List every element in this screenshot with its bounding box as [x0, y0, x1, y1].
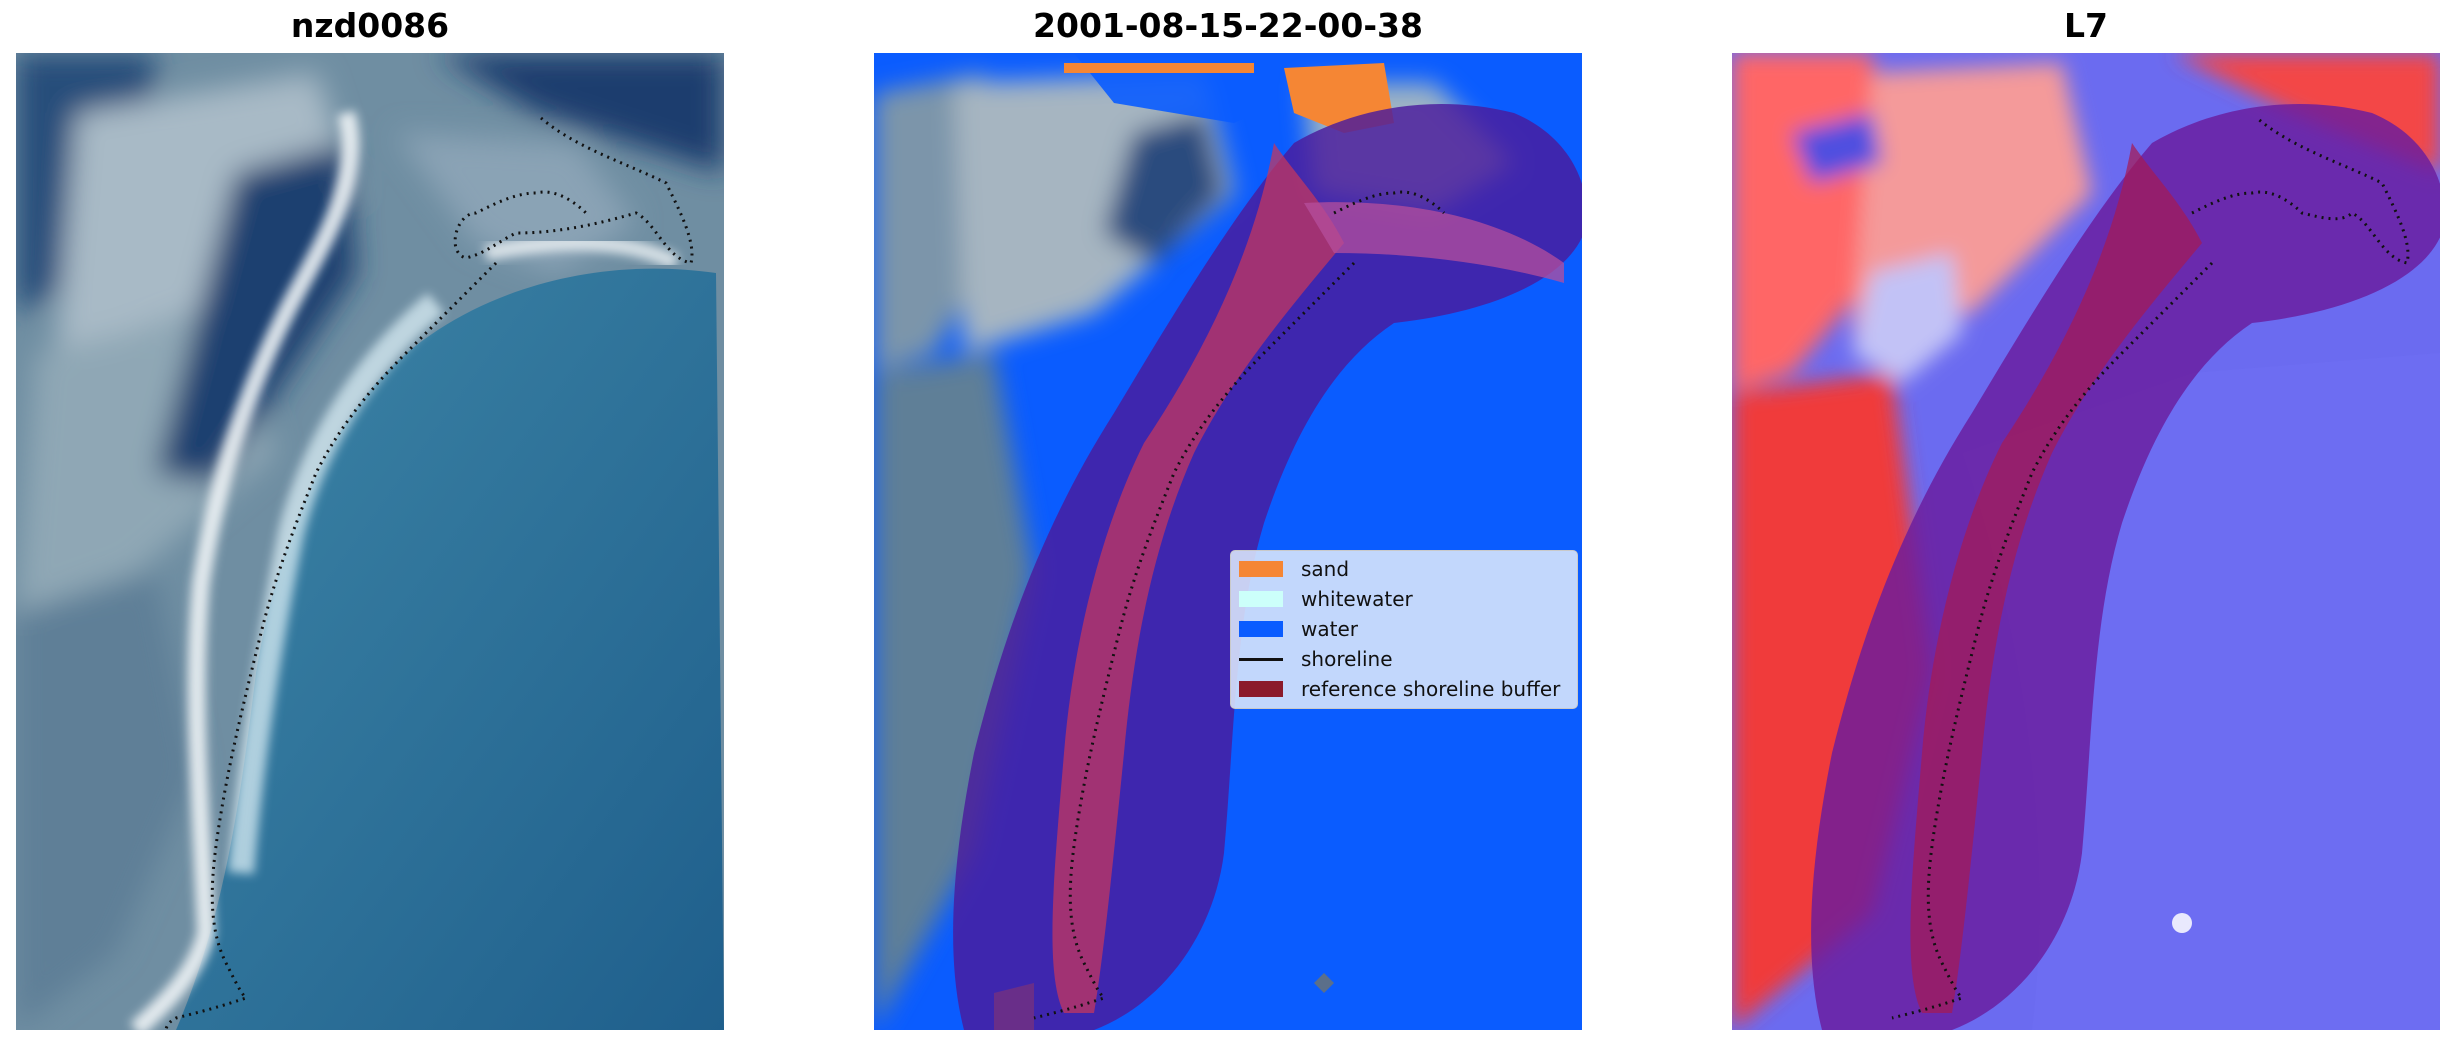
shoreline-trace	[1891, 116, 2410, 1020]
legend-swatch-water	[1239, 621, 1283, 637]
classified-image-panel	[874, 53, 1582, 1030]
panel-title-rgb: nzd0086	[290, 6, 450, 45]
legend-item-water: water	[1239, 617, 1358, 641]
legend-item-sand: sand	[1239, 557, 1349, 581]
index-image-panel	[1732, 53, 2440, 1030]
legend-swatch-sand	[1239, 561, 1283, 577]
shoreline-trace	[164, 116, 694, 1030]
panel-title-index: L7	[2064, 6, 2108, 45]
legend-item-shoreline: shoreline	[1239, 647, 1393, 671]
shoreline-trace	[1033, 190, 1446, 1020]
legend-label-buffer: reference shoreline buffer	[1301, 677, 1561, 701]
legend-swatch-buffer	[1239, 681, 1283, 697]
panel-title-classified: 2001-08-15-22-00-38	[1033, 6, 1423, 45]
legend: sand whitewater water shoreline referenc…	[1230, 550, 1578, 709]
index-image	[1732, 53, 2440, 1030]
legend-item-buffer: reference shoreline buffer	[1239, 677, 1560, 701]
legend-line-shoreline	[1239, 657, 1283, 661]
legend-label-sand: sand	[1301, 557, 1350, 581]
legend-label-water: water	[1301, 617, 1358, 641]
rgb-image-panel	[16, 53, 724, 1030]
legend-swatch-whitewater	[1239, 591, 1283, 607]
legend-label-shoreline: shoreline	[1301, 647, 1393, 671]
legend-label-whitewater: whitewater	[1301, 587, 1413, 611]
rgb-image	[16, 53, 724, 1030]
legend-item-whitewater: whitewater	[1239, 587, 1413, 611]
classified-image	[874, 53, 1582, 1030]
